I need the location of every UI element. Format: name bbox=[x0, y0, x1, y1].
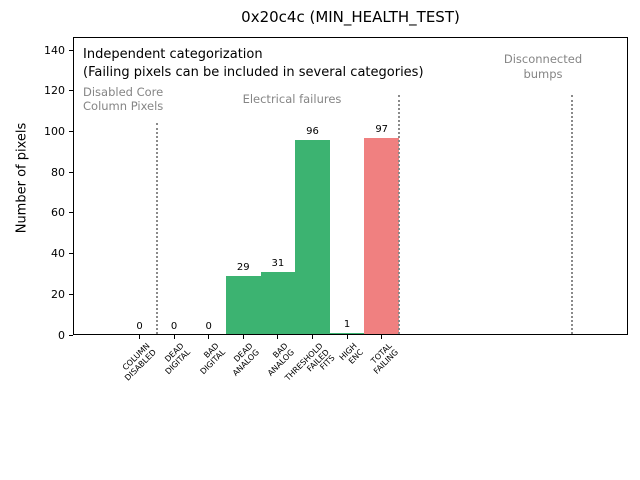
x-tick-mark bbox=[173, 335, 175, 339]
y-tick-mark bbox=[69, 171, 73, 173]
bar-high-enc bbox=[329, 332, 365, 334]
bar-value-label: 1 bbox=[343, 318, 351, 330]
y-axis-label: Number of pixels bbox=[14, 122, 30, 234]
x-tick-mark bbox=[139, 335, 140, 339]
y-tick-mark bbox=[69, 253, 73, 255]
x-tick-mark bbox=[381, 335, 383, 339]
x-tick-mark bbox=[312, 335, 313, 339]
y-tick-mark bbox=[69, 334, 73, 336]
annotation-failing-note: (Failing pixels can be included in sever… bbox=[83, 65, 424, 80]
bar-value-label: 29 bbox=[236, 262, 250, 273]
x-tick-mark bbox=[242, 335, 244, 339]
plot-area bbox=[73, 37, 628, 335]
annotation-disconnected-bumps: Disconnected bumps bbox=[503, 52, 583, 81]
bar-dead-analog bbox=[226, 276, 261, 334]
y-tick-mark bbox=[69, 90, 73, 92]
y-tick-label: 20 bbox=[51, 287, 65, 301]
y-tick-label: 140 bbox=[44, 43, 65, 57]
bar-value-label: 0 bbox=[170, 321, 178, 332]
annotation-electrical-failures: Electrical failures bbox=[242, 92, 342, 106]
y-tick-mark bbox=[69, 212, 73, 214]
bar-value-label: 97 bbox=[375, 123, 389, 135]
group-separator bbox=[571, 94, 573, 334]
y-tick-label: 120 bbox=[44, 84, 65, 98]
annotation-independent-categorization: Independent categorization bbox=[83, 47, 263, 62]
bar-bad-analog bbox=[260, 271, 296, 334]
bar-total-failing bbox=[364, 137, 399, 334]
y-tick-label: 100 bbox=[44, 125, 65, 139]
y-tick-label: 60 bbox=[51, 206, 65, 220]
bar-value-label: 31 bbox=[271, 257, 285, 269]
y-tick-mark bbox=[69, 131, 73, 133]
y-tick-label: 0 bbox=[58, 328, 65, 342]
group-separator bbox=[398, 94, 400, 334]
annotation-disabled-core: Disabled Core Column Pixels bbox=[83, 85, 164, 113]
group-separator bbox=[155, 123, 158, 334]
bar-value-label: 0 bbox=[136, 321, 143, 332]
bar-value-label: 96 bbox=[306, 125, 319, 137]
y-tick-label: 40 bbox=[51, 247, 65, 261]
y-tick-mark bbox=[69, 49, 73, 51]
chart-title: 0x20c4c (MIN_HEALTH_TEST) bbox=[241, 8, 460, 26]
x-tick-mark bbox=[277, 335, 279, 339]
bar-threshold-failed-fits bbox=[295, 139, 330, 334]
x-tick-mark bbox=[208, 335, 210, 339]
y-tick-label: 80 bbox=[51, 165, 65, 179]
y-tick-mark bbox=[69, 293, 73, 295]
x-tick-mark bbox=[346, 335, 348, 339]
bar-value-label: 0 bbox=[205, 321, 212, 332]
